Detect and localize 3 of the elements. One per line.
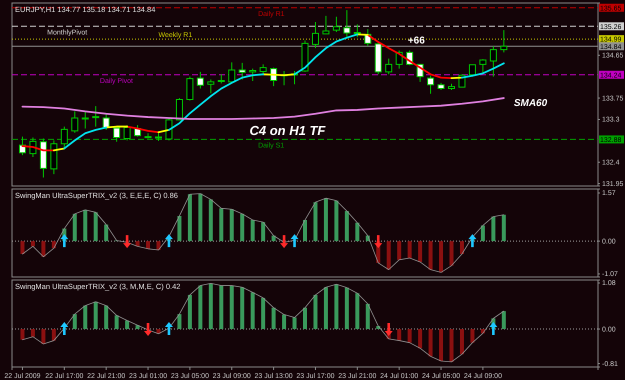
series-label: SMA60 [514, 98, 548, 110]
annotation: +66 [408, 35, 426, 46]
annotation: C4 on H1 TF [250, 122, 326, 138]
